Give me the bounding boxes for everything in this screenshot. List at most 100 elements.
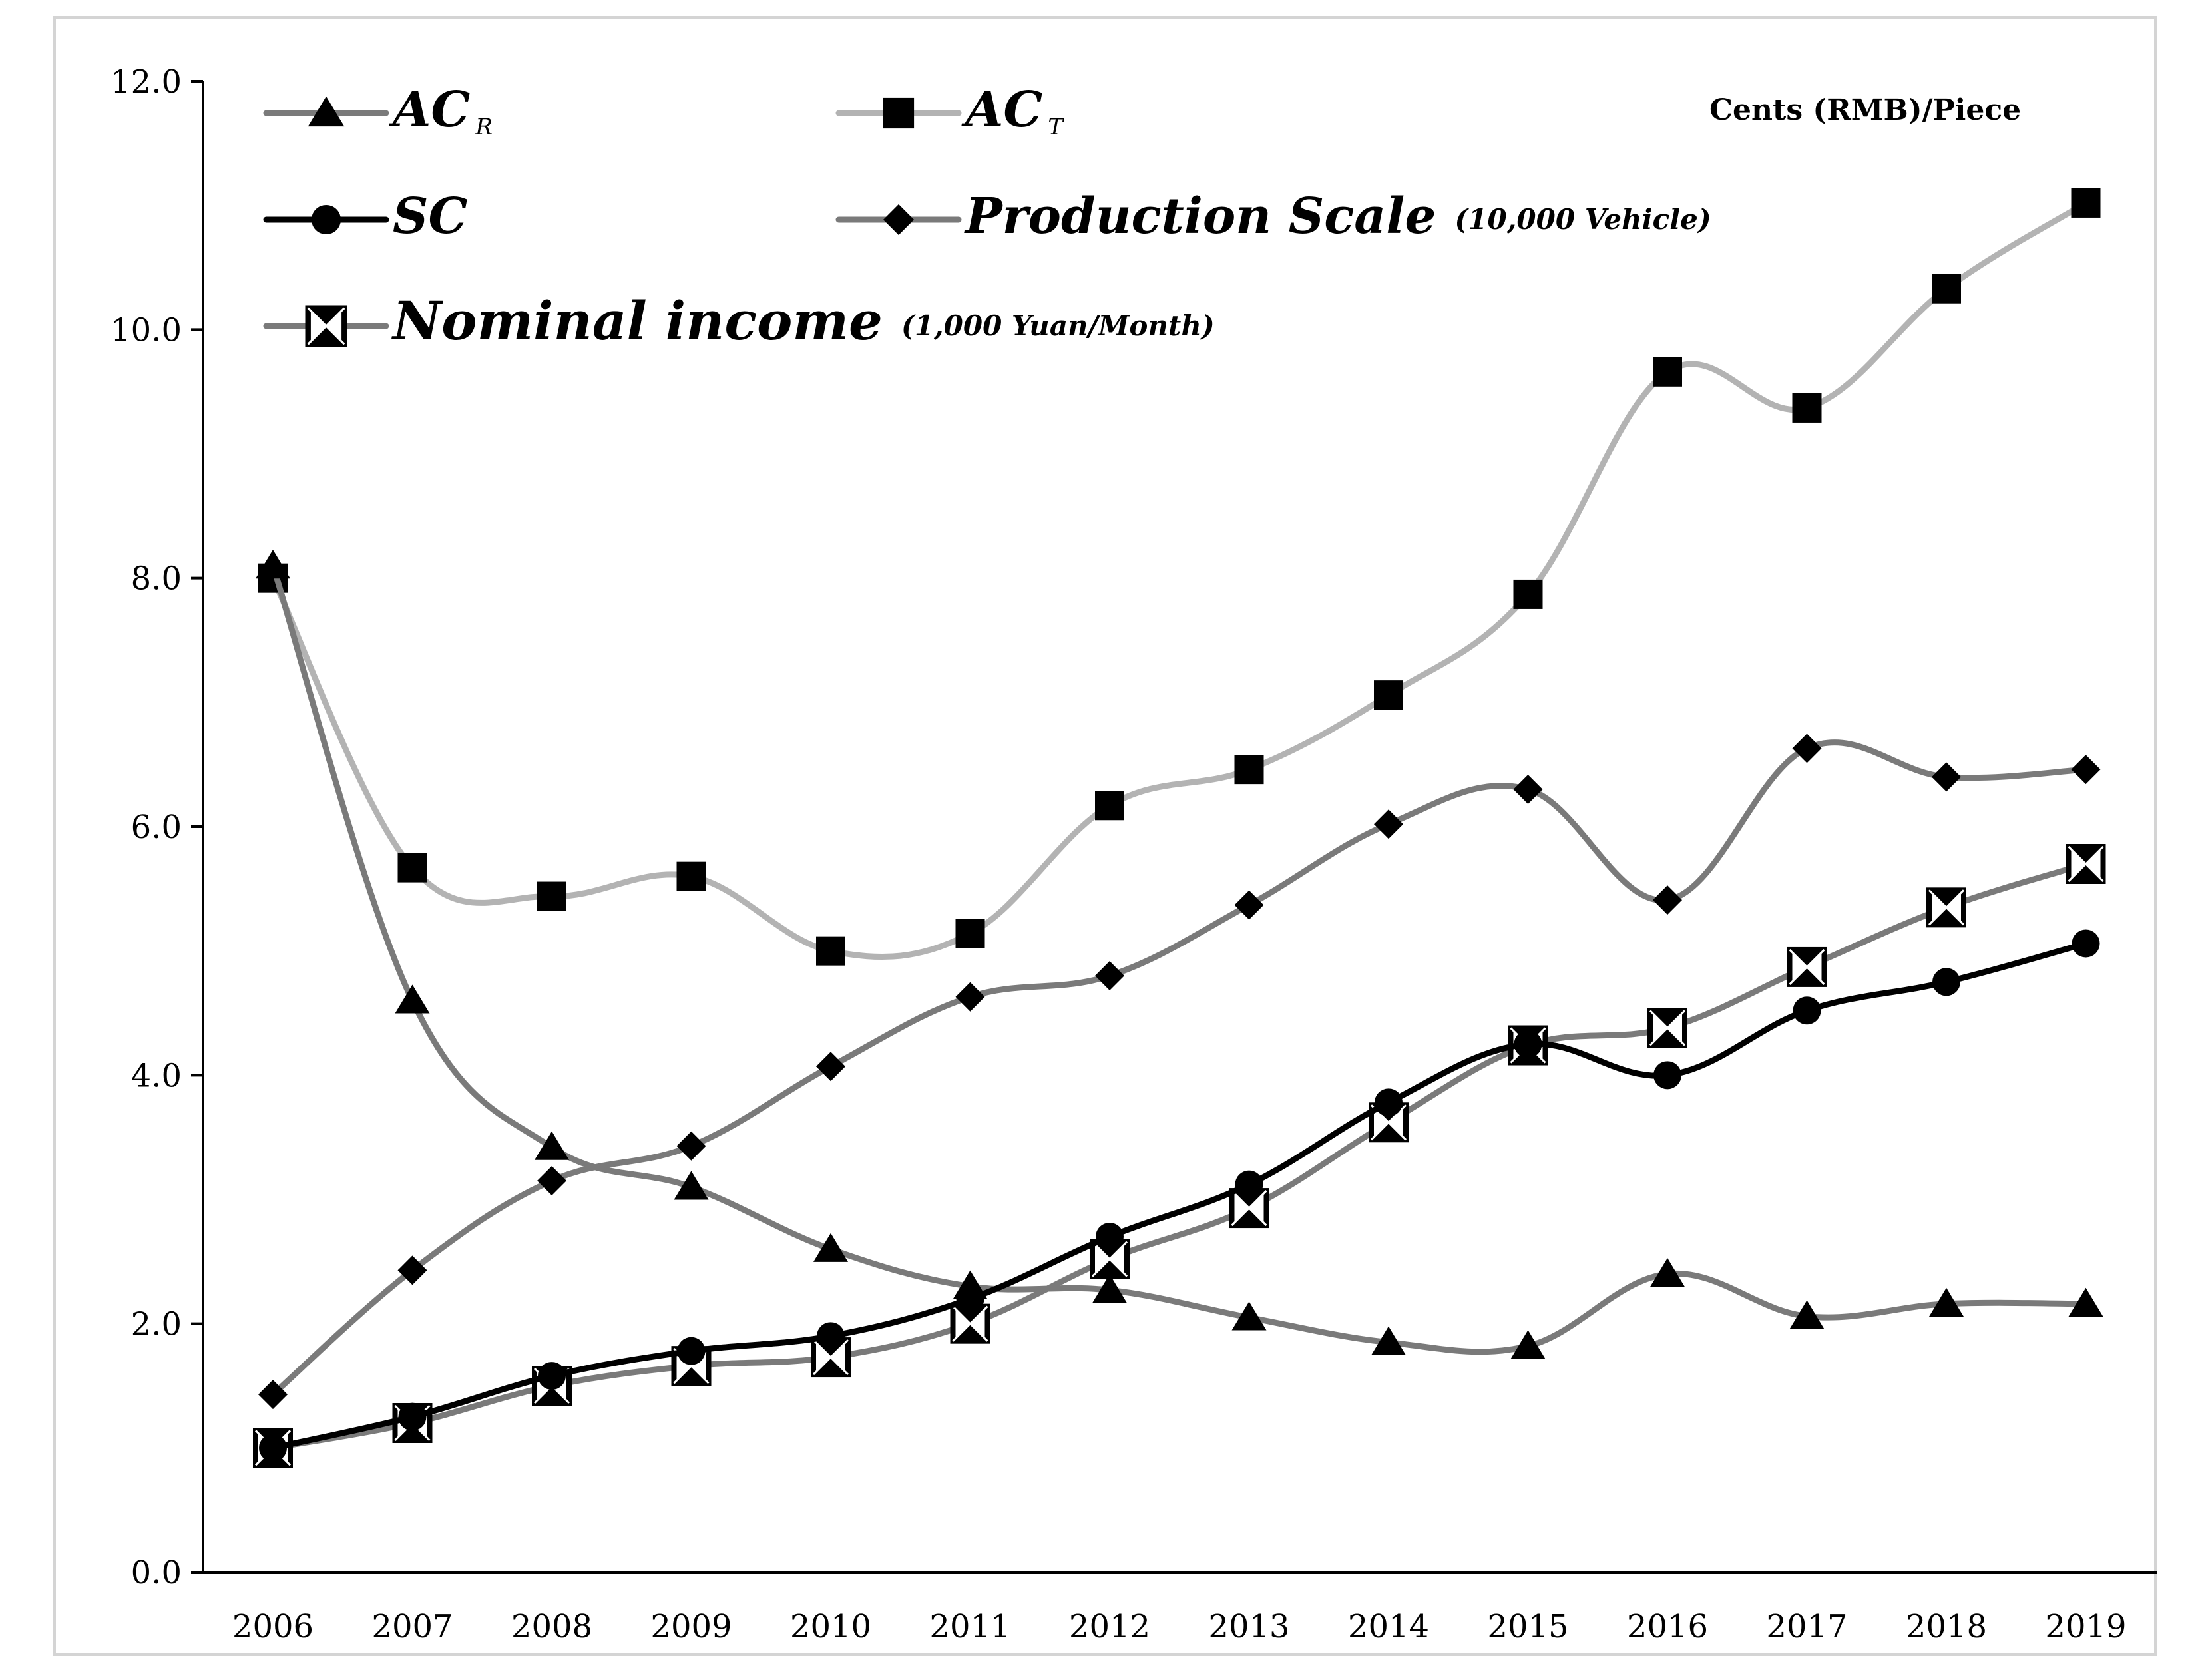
y-tick-label: 8.0: [131, 560, 182, 598]
data-point-acr: [1510, 1330, 1546, 1359]
y-tick-label: 12.0: [110, 63, 182, 101]
series-line-sc: [270, 940, 2089, 1451]
data-point-ps: [1513, 775, 1543, 804]
x-tick-label: 2006: [232, 1608, 314, 1645]
x-tick-label: 2015: [1487, 1608, 1568, 1645]
data-point-acr: [1789, 1300, 1825, 1329]
data-point-sc: [1235, 1170, 1263, 1199]
data-point-act: [816, 936, 845, 966]
legend-label: Production Scale (10,000 Vehicle): [964, 188, 1711, 245]
data-point-ps: [1653, 885, 1682, 915]
x-tick-label: 2014: [1348, 1608, 1429, 1645]
x-tick-label: 2017: [1766, 1608, 1847, 1645]
legend-label: Nominal income (1,000 Yuan/Month): [391, 290, 1215, 352]
data-point-acr: [1929, 1287, 1964, 1317]
series-layer: [253, 188, 2106, 1468]
data-point-ni: [2066, 844, 2106, 884]
data-point-act: [2071, 188, 2101, 218]
legend-marker-sc: [311, 204, 341, 235]
data-point-ps: [955, 982, 985, 1012]
legend-item-ni: Nominal income (1,000 Yuan/Month): [263, 290, 1215, 352]
data-point-acr: [1231, 1301, 1267, 1331]
data-point-act: [397, 853, 427, 883]
data-point-ps: [1374, 809, 1403, 839]
x-tick-label: 2019: [2045, 1608, 2126, 1645]
data-point-sc: [2072, 929, 2100, 958]
series-sc: [259, 929, 2100, 1462]
y-tick-label: 4.0: [131, 1057, 182, 1094]
data-point-acr: [2068, 1287, 2103, 1317]
x-tick-label: 2013: [1208, 1608, 1289, 1645]
data-point-acr: [395, 984, 430, 1014]
data-point-ps: [1792, 734, 1822, 763]
x-tick-label: 2012: [1069, 1608, 1150, 1645]
data-point-act: [1513, 579, 1543, 609]
x-tick-label: 2011: [929, 1608, 1010, 1645]
data-point-sc: [677, 1337, 706, 1365]
series-act: [258, 188, 2101, 966]
data-point-sc: [956, 1285, 984, 1313]
data-point-act: [1095, 791, 1124, 821]
y-tick-label: 0.0: [131, 1554, 182, 1591]
legend-label: AC T: [961, 81, 1064, 140]
data-point-acr: [256, 550, 290, 579]
x-tick-label: 2009: [650, 1608, 732, 1645]
data-point-act: [676, 861, 706, 891]
data-point-act: [537, 881, 566, 911]
legend-label: AC R: [389, 81, 493, 140]
data-point-sc: [1793, 996, 1821, 1025]
legend: AC R AC T SC Production Scale (10,000 Vehicle)…: [263, 81, 1711, 352]
y-tick-label: 6.0: [131, 809, 182, 846]
legend-item-sc: SC: [263, 188, 467, 245]
data-point-act: [1653, 357, 1682, 387]
data-point-act: [1374, 680, 1403, 710]
data-point-sc: [1514, 1030, 1542, 1058]
data-point-ni: [1647, 1008, 1687, 1048]
series-line-ps: [270, 739, 2089, 1398]
data-point-ps: [1095, 961, 1124, 990]
legend-item-act: AC T: [835, 81, 1064, 140]
x-tick-label: 2008: [511, 1608, 592, 1645]
data-point-ps: [2071, 755, 2101, 785]
data-point-sc: [817, 1322, 845, 1351]
data-point-sc: [259, 1434, 287, 1462]
data-point-ps: [537, 1166, 566, 1195]
data-point-ps: [258, 1380, 288, 1410]
legend-label: SC: [393, 188, 467, 245]
x-tick-label: 2016: [1627, 1608, 1708, 1645]
data-point-acr: [1371, 1326, 1406, 1355]
data-point-ni: [1926, 887, 1966, 928]
axes: 0.0 2.0 4.0 6.0 8.0 10.0 12.0 2006 2007 2008 2009 2…: [110, 63, 2157, 1645]
data-point-ps: [1932, 762, 1961, 792]
data-point-ni: [1787, 946, 1827, 987]
data-point-sc: [1096, 1223, 1124, 1251]
data-point-ps: [397, 1255, 427, 1285]
data-point-acr: [1092, 1274, 1127, 1303]
series-ni: [253, 844, 2106, 1468]
data-point-sc: [538, 1362, 566, 1390]
data-point-acr: [1650, 1258, 1685, 1287]
data-point-sc: [1653, 1061, 1681, 1090]
data-point-act: [1932, 274, 1961, 304]
legend-marker-act: [883, 97, 915, 129]
chart-frame: [53, 16, 2157, 1656]
data-point-acr: [535, 1131, 569, 1160]
data-point-acr: [674, 1171, 709, 1200]
x-tick-label: 2007: [371, 1608, 453, 1645]
x-tick-label: 2010: [790, 1608, 871, 1645]
legend-item-ps: Production Scale (10,000 Vehicle): [835, 188, 1711, 245]
data-point-ps: [1234, 890, 1264, 920]
legend-marker-ni: [305, 305, 347, 347]
data-point-acr: [813, 1233, 848, 1262]
data-point-ps: [816, 1052, 845, 1082]
legend-marker-acr: [308, 96, 345, 127]
data-point-act: [1234, 755, 1264, 785]
data-point-ps: [676, 1131, 706, 1161]
data-point-sc: [1932, 968, 1960, 996]
legend-marker-ps: [883, 204, 915, 236]
legend-item-acr: AC R: [263, 81, 493, 140]
y-tick-label: 10.0: [110, 312, 182, 349]
series-ps: [258, 734, 2101, 1410]
data-point-act: [955, 919, 985, 948]
